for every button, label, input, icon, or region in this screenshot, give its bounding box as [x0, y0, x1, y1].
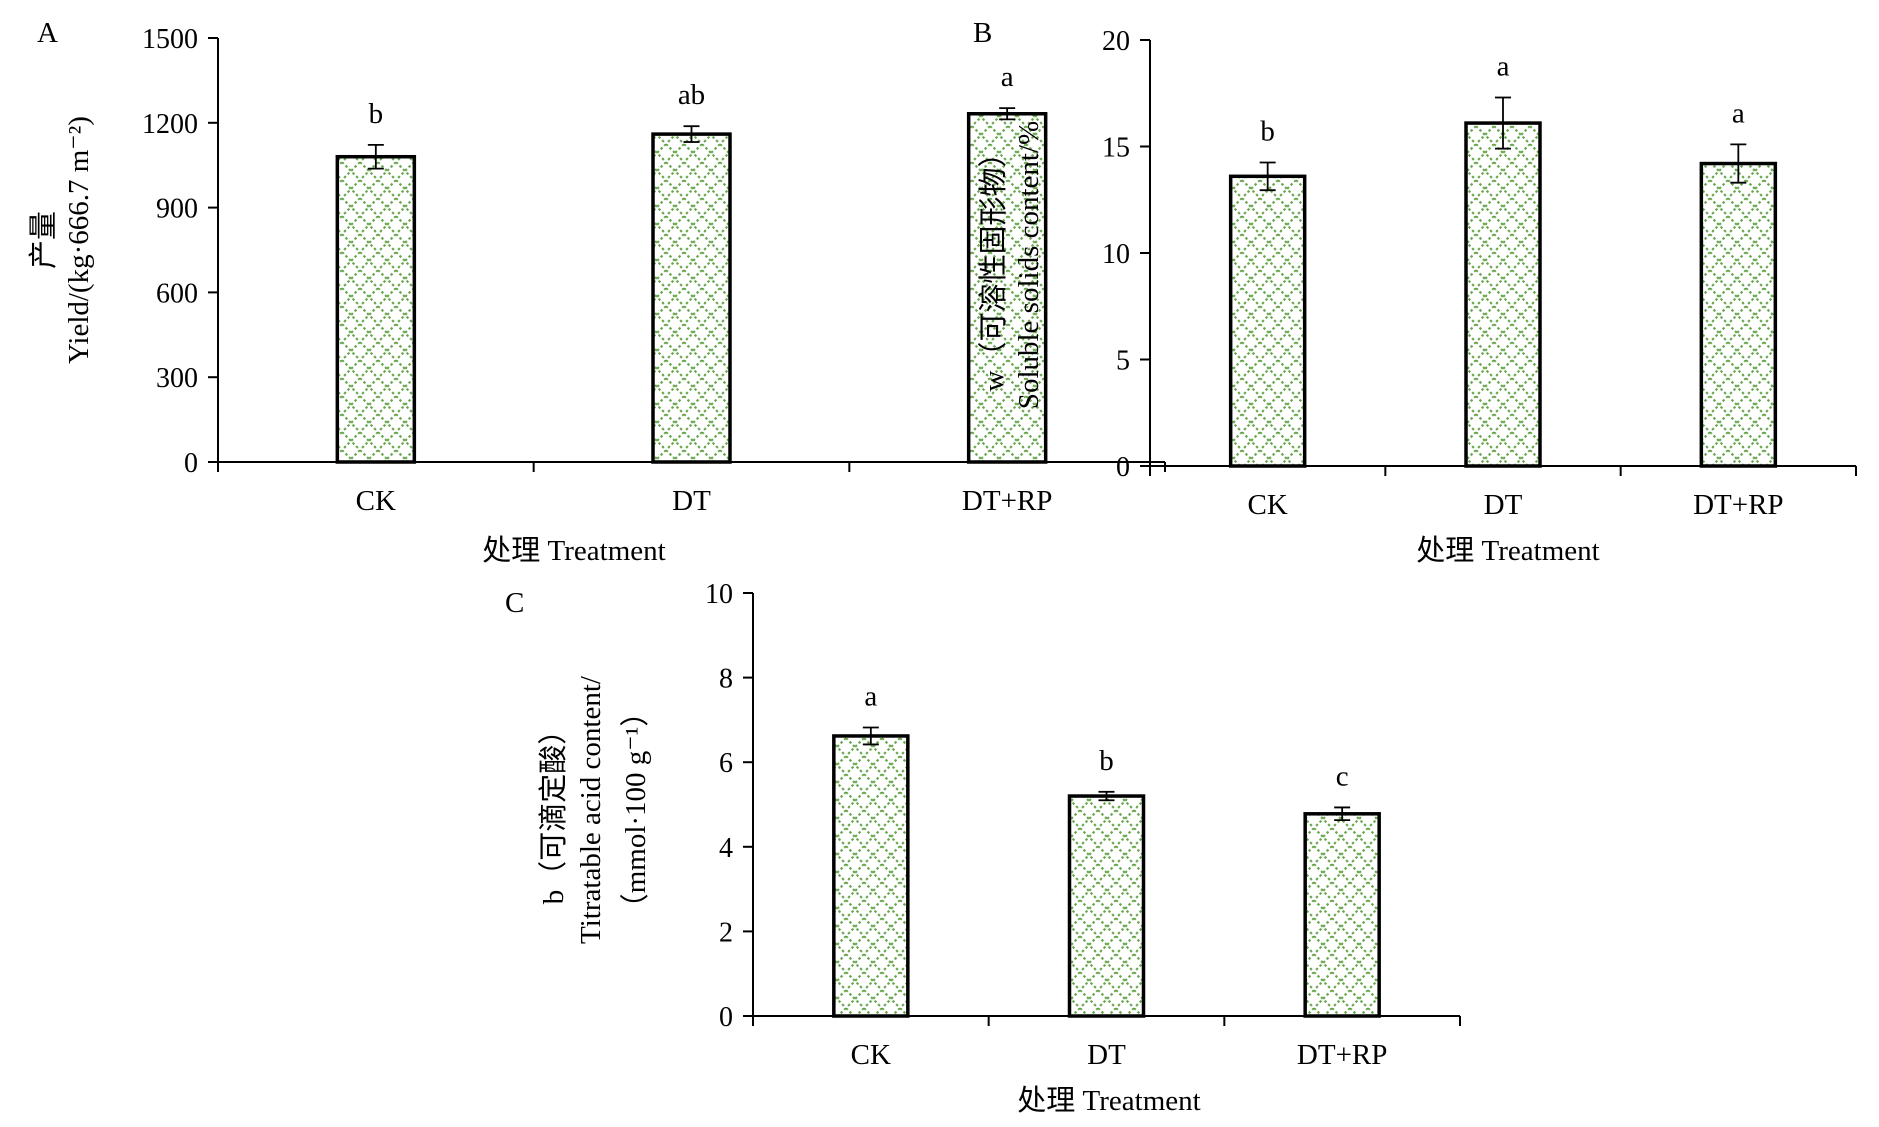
y-axis-title-line-3: （mmol·100 g⁻¹）: [620, 698, 652, 923]
significance-label: a: [1497, 51, 1510, 83]
x-axis-title: 处理 Treatment: [1017, 1084, 1200, 1117]
x-tick-label: DT: [672, 485, 711, 517]
y-tick-label: 0: [184, 448, 198, 479]
y-tick-label: 6: [719, 748, 733, 779]
x-tick-label: DT+RP: [1693, 489, 1783, 521]
plot-area: 0 2 4 6 8 10 a CK b DT c DT+RP: [705, 579, 1461, 1071]
panel-label: B: [973, 17, 992, 49]
significance-label: a: [1732, 97, 1745, 129]
x-tick-label: DT: [1087, 1039, 1126, 1071]
y-axis-title-line-2: Soluble solids content/%: [1013, 121, 1045, 409]
y-tick-label: 8: [719, 664, 733, 695]
significance-label: ab: [678, 79, 705, 111]
chart-panel-b: B 0 5 10 15 20 b CK a DT a DT+RP w（可溶性固形物） Soluble…: [973, 17, 1857, 567]
y-tick-label: 1200: [142, 109, 198, 140]
chart-panel-a: A 0 300 600 900 1200 1500 b CK ab DT a DT+RP 产量 Yie…: [27, 17, 1166, 567]
y-axis-title-line-1: b（可滴定酸）: [537, 716, 570, 905]
bar: [335, 154, 417, 464]
significance-label: a: [1001, 61, 1014, 93]
x-tick-label: DT+RP: [962, 485, 1052, 517]
y-tick-label: 900: [156, 194, 198, 225]
x-tick-label: CK: [356, 485, 396, 517]
y-tick-label: 1500: [142, 24, 198, 55]
y-tick-label: 0: [719, 1002, 733, 1033]
panel-label: C: [505, 587, 524, 619]
y-tick-label: 600: [156, 278, 198, 309]
plot-area: 0 300 600 900 1200 1500 b CK ab DT a DT+RP: [142, 24, 1166, 517]
bar: [651, 132, 732, 464]
significance-label: b: [369, 98, 384, 130]
bar: [1067, 794, 1146, 1018]
x-axis-title: 处理 Treatment: [1416, 534, 1599, 567]
bar: [1464, 121, 1542, 468]
significance-label: c: [1336, 760, 1349, 792]
bar: [1303, 812, 1381, 1018]
x-tick-label: CK: [1248, 489, 1288, 521]
y-axis-title-line-2: Yield/(kg·666.7 m⁻²): [63, 116, 95, 364]
y-tick-label: 5: [1116, 346, 1130, 377]
significance-label: a: [864, 681, 877, 713]
bar: [1228, 174, 1307, 468]
y-tick-label: 10: [705, 579, 733, 610]
y-tick-label: 4: [719, 833, 733, 864]
x-tick-label: DT+RP: [1297, 1039, 1387, 1071]
x-axis-title: 处理 Treatment: [482, 534, 665, 567]
y-tick-label: 15: [1102, 133, 1130, 164]
bar: [966, 112, 1048, 464]
significance-label: b: [1260, 115, 1275, 147]
x-tick-label: DT: [1484, 489, 1523, 521]
y-tick-label: 300: [156, 363, 198, 394]
y-axis-title-line-1: 产量: [27, 211, 60, 269]
y-tick-label: 20: [1102, 26, 1130, 57]
bar: [832, 734, 910, 1018]
y-tick-label: 2: [719, 917, 733, 948]
y-tick-label: 0: [1116, 452, 1130, 483]
panel-label: A: [37, 17, 58, 49]
significance-label: b: [1099, 745, 1114, 777]
x-tick-label: CK: [851, 1039, 891, 1071]
y-axis-title-line-1: w（可溶性固形物）: [977, 139, 1010, 392]
y-axis-title-line-2: Titratable acid content/: [575, 675, 607, 944]
y-tick-label: 10: [1102, 239, 1130, 270]
bar: [1699, 161, 1778, 468]
chart-panel-c: C 0 2 4 6 8 10 a CK b DT c DT+RP b（可滴定酸） Titratable…: [505, 579, 1461, 1117]
plot-area: 0 5 10 15 20 b CK a DT a DT+RP: [1102, 26, 1857, 521]
